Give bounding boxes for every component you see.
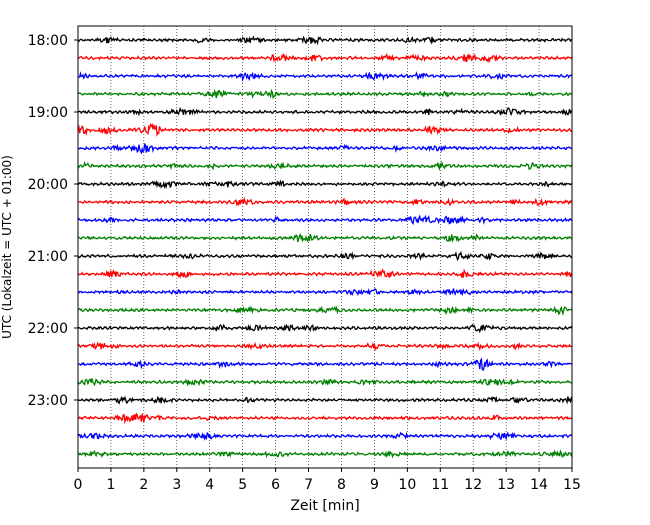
plot-frame [77,25,573,469]
y-tick-label: 19:00 [28,105,68,121]
trace-1815 [77,52,573,64]
x-tick-label: 8 [337,477,346,493]
y-tick-label: 18:00 [28,33,68,49]
y-tick-label: 22:00 [28,321,68,337]
trace-2115 [77,268,573,279]
x-tick-label: 2 [139,477,148,493]
x-tick-label: 5 [238,477,247,493]
y-tick-label: 20:00 [28,177,68,193]
trace-1900 [77,106,573,117]
x-tick-label: 9 [370,477,379,493]
x-tick-label: 12 [464,477,482,493]
trace-lines [77,35,573,459]
y-axis-title: UTC (Lokalzeit = UTC + 01:00) [0,155,14,339]
trace-2215 [77,341,573,352]
x-tick-label: 1 [106,477,115,493]
x-tick-label: 10 [398,477,416,493]
y-tick-label: 23:00 [28,393,68,409]
trace-2245 [77,378,573,387]
trace-2145 [77,305,573,317]
x-tick-label: 6 [271,477,280,493]
x-axis-title: Zeit [min] [290,498,359,514]
trace-2000 [77,179,573,190]
x-tick-label: 11 [431,477,449,493]
trace-2230 [77,357,573,372]
x-tick-label: 14 [530,477,548,493]
x-tick-label: 0 [74,477,83,493]
trace-1915 [77,122,573,137]
trace-2200 [77,323,573,334]
y-axis-ticks: 18:00 19:00 20:00 21:00 22:00 23:00 [28,33,78,409]
y-tick-label: 21:00 [28,249,68,265]
trace-2100 [77,250,573,262]
trace-2300 [77,395,573,405]
x-tick-label: 7 [304,477,313,493]
trace-2315 [77,412,573,425]
trace-2015 [77,196,573,207]
trace-2030 [77,214,573,226]
trace-2130 [77,287,573,297]
trace-1845 [77,88,573,100]
trace-2345 [77,449,573,459]
trace-2045 [77,233,573,243]
grid-lines [110,26,540,468]
trace-1800 [77,35,573,46]
trace-1830 [77,71,573,82]
x-tick-label: 3 [172,477,181,493]
trace-1930 [77,143,573,155]
x-tick-label: 4 [205,477,214,493]
x-tick-label: 15 [563,477,581,493]
x-tick-label: 13 [497,477,515,493]
trace-2330 [77,431,573,441]
x-axis-ticks: 0 1 2 3 4 5 6 7 8 9 10 11 12 13 14 15 [74,468,581,493]
trace-1945 [77,160,573,172]
